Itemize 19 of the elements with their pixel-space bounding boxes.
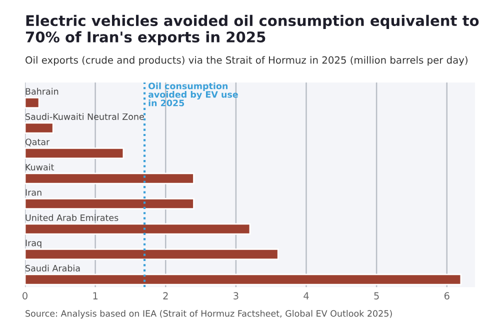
y-tick-label: Saudi Arabia: [26, 264, 80, 272]
chart-subtitle: Oil exports (crude and products) via the Strait of Hormuz in 2025 (million barrels per day): [26, 56, 468, 66]
y-tick-label: Qatar: [25, 138, 50, 146]
x-tick-label: 1: [93, 292, 98, 300]
x-tick-label: 5: [374, 292, 379, 300]
ref-line-label: Oil consumption avoided by EV use in 2025: [148, 82, 238, 106]
y-tick-label: Iraq: [26, 240, 42, 248]
y-tick-label: Bahrain: [26, 88, 58, 95]
y-tick-label: United Arab Emirates: [26, 214, 118, 221]
source-note: Source: Analysis based on IEA (Strait of Hormuz Factsheet, Global EV Outlook 2025): [26, 310, 392, 318]
y-tick-label: Iran: [26, 189, 42, 196]
y-tick-label: Kuwait: [26, 164, 54, 170]
chart-title: Electric vehicles avoided oil consumption equivalent to 70% of Iran's exports in 2025: [26, 14, 479, 46]
y-tick-label: Saudi-Kuwaiti Neutral Zone: [26, 113, 144, 120]
x-tick-label: 6: [444, 292, 450, 300]
x-tick-label: 2: [163, 292, 168, 300]
x-tick-label: 0: [22, 292, 28, 300]
x-tick-label: 3: [234, 292, 238, 300]
x-tick-label: 4: [304, 292, 309, 300]
